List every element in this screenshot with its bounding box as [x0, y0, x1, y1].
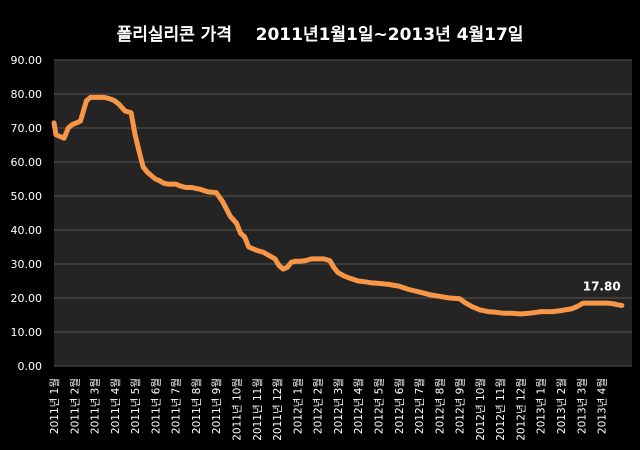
y-tick-label: 60.00 — [11, 156, 43, 169]
y-tick-label: 30.00 — [11, 258, 43, 271]
x-tick-label: 2011년 1월 — [49, 378, 61, 434]
x-tick-label: 2011년 7월 — [171, 378, 183, 434]
x-tick-label: 2011년 8월 — [191, 378, 203, 434]
x-axis-tick-labels: 2011년 1월 2011년 2월 2011년 3월 2011년 4월 2011년 5월… — [49, 378, 609, 441]
x-tick-label: 2012년 6월 — [394, 378, 406, 434]
x-tick-label: 2012년 3월 — [333, 378, 345, 434]
x-tick-label: 2012년 5월 — [373, 378, 385, 434]
x-tick-label: 2011년 2월 — [69, 378, 81, 434]
y-tick-label: 0.00 — [18, 360, 43, 373]
x-tick-label: 2011년 10월 — [232, 378, 244, 441]
y-tick-label: 20.00 — [11, 292, 43, 305]
series-line — [51, 94, 625, 317]
x-tick-label: 2011년 11월 — [252, 378, 264, 441]
x-tick-label: 2012년 4월 — [353, 378, 365, 434]
data-label: 17.80 — [583, 279, 621, 293]
x-tick-label: 2013년 3월 — [576, 378, 588, 434]
x-tick-label: 2012년 1월 — [292, 378, 304, 434]
x-tick-label: 2011년 6월 — [150, 378, 162, 434]
y-tick-label: 80.00 — [11, 88, 43, 101]
x-tick-label: 2012년 9월 — [455, 378, 467, 434]
chart-title: 폴리실리콘 가격 2011년1월1일~2013년 4월17일 — [116, 25, 524, 45]
plot-area — [54, 60, 632, 366]
x-tick-label: 2011년 9월 — [211, 378, 223, 434]
y-tick-label: 50.00 — [11, 190, 43, 203]
y-tick-label: 90.00 — [11, 54, 43, 67]
x-tick-label: 2011년 5월 — [130, 378, 142, 434]
x-tick-label: 2011년 3월 — [90, 378, 102, 434]
x-tick-label: 2013년 2월 — [556, 378, 568, 434]
x-tick-label: 2012년 12월 — [515, 378, 527, 441]
x-tick-label: 2013년 1월 — [536, 378, 548, 434]
y-tick-label: 10.00 — [11, 326, 43, 339]
x-tick-label: 2012년 2월 — [313, 378, 325, 434]
x-tick-label: 2012년 11월 — [495, 378, 507, 441]
x-tick-label: 2011년 4월 — [110, 378, 122, 434]
y-axis-tick-labels: 0.00 10.00 20.00 30.00 40.00 50.00 60.00 70.00 8… — [11, 54, 43, 373]
x-tick-label: 2011년 12월 — [272, 378, 284, 441]
x-tick-label: 2012년 7월 — [414, 378, 426, 434]
y-tick-label: 70.00 — [11, 122, 43, 135]
y-tick-label: 40.00 — [11, 224, 43, 237]
gridlines — [54, 59, 632, 367]
x-tick-label: 2013년 4월 — [597, 378, 609, 434]
x-tick-label: 2012년 8월 — [434, 378, 446, 434]
x-tick-label: 2012년 10월 — [475, 378, 487, 441]
